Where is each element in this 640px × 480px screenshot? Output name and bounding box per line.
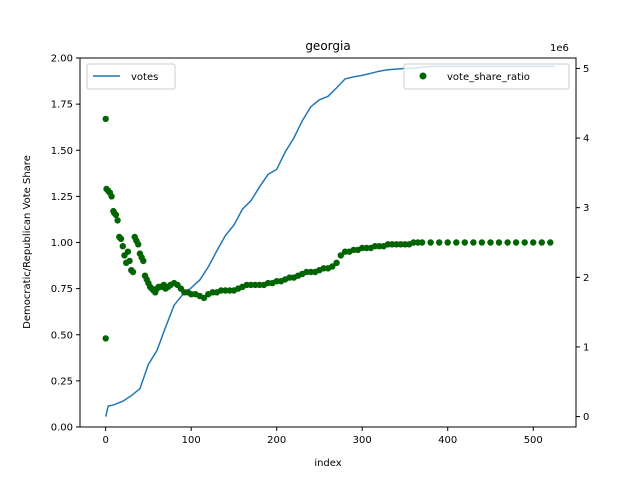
ratio-point <box>444 239 451 246</box>
ratio-point <box>453 239 460 246</box>
legend-votes-label: votes <box>131 72 158 83</box>
right-axis-offset-label: 1e6 <box>550 43 569 54</box>
y-axis-left: 0.00 0.25 0.50 0.75 1.00 1.25 1.50 1.75 2.00 <box>51 54 80 434</box>
ratio-point <box>478 239 486 246</box>
ratio-point <box>337 252 344 259</box>
ratio-point <box>129 268 137 276</box>
ratio-point <box>124 248 132 255</box>
y2-tick-label: 0 <box>583 412 589 423</box>
x-tick-label: 100 <box>182 435 201 446</box>
ratio-point <box>436 239 443 246</box>
y-tick-label: 0.75 <box>51 284 73 295</box>
ratio-point <box>112 211 120 218</box>
y-axis-label: Democratic/Republican Vote Share <box>22 155 33 329</box>
plot-area <box>102 65 555 417</box>
x-axis-label: index <box>314 458 341 469</box>
y2-tick-label: 3 <box>583 203 589 214</box>
y2-tick-label: 2 <box>583 273 589 284</box>
ratio-point <box>119 243 127 250</box>
ratio-point <box>487 239 494 246</box>
x-tick-label: 200 <box>267 435 286 446</box>
y-tick-label: 1.00 <box>51 238 73 249</box>
x-tick-label: 400 <box>438 435 457 446</box>
x-tick-label: 500 <box>524 435 543 446</box>
ratio-point <box>333 259 340 266</box>
legend-votes: votes <box>86 63 176 90</box>
legend-votes-box <box>86 63 176 90</box>
ratio-point <box>461 239 468 246</box>
ratio-point <box>140 257 147 265</box>
y-tick-label: 0.25 <box>51 376 73 387</box>
x-tick-label: 300 <box>353 435 372 446</box>
ratio-point <box>108 193 115 200</box>
ratio-point <box>200 294 208 302</box>
y-tick-label: 0.50 <box>51 330 73 341</box>
y-tick-label: 2.00 <box>51 54 73 65</box>
y2-tick-label: 5 <box>583 64 589 75</box>
ratio-point <box>512 239 520 246</box>
ratio-point <box>102 115 109 123</box>
legend-ratio-label: vote_share_ratio <box>447 72 530 83</box>
ratio-point <box>117 235 125 242</box>
ratio-point <box>521 239 528 246</box>
ratio-point <box>102 335 109 342</box>
chart-title: georgia <box>305 39 350 53</box>
y2-tick-label: 4 <box>583 134 589 145</box>
legend-ratio-box <box>403 63 570 90</box>
y-axis-right: 0 1 2 3 4 5 <box>576 64 589 423</box>
ratio-point <box>126 257 133 265</box>
ratio-point <box>470 239 477 246</box>
x-tick-label: 0 <box>102 435 108 446</box>
ratio-point <box>530 239 537 246</box>
y-tick-label: 1.50 <box>51 146 73 157</box>
y-tick-label: 1.25 <box>51 192 73 203</box>
legend-vote-share-ratio: vote_share_ratio <box>403 63 570 90</box>
ratio-point <box>329 263 336 270</box>
ratio-point <box>504 239 511 246</box>
ratio-point <box>114 217 121 224</box>
ratio-point <box>538 239 545 246</box>
ratio-point <box>135 241 142 248</box>
legend-ratio-swatch <box>419 72 427 80</box>
ratio-point <box>495 239 503 246</box>
x-axis: 0 100 200 300 400 500 <box>102 427 543 446</box>
ratio-point <box>418 239 426 246</box>
ratio-point <box>427 239 434 246</box>
ratio-point <box>547 239 554 246</box>
y-tick-label: 1.75 <box>51 100 73 111</box>
y-tick-label: 0.00 <box>51 423 73 434</box>
y2-tick-label: 1 <box>583 342 589 353</box>
